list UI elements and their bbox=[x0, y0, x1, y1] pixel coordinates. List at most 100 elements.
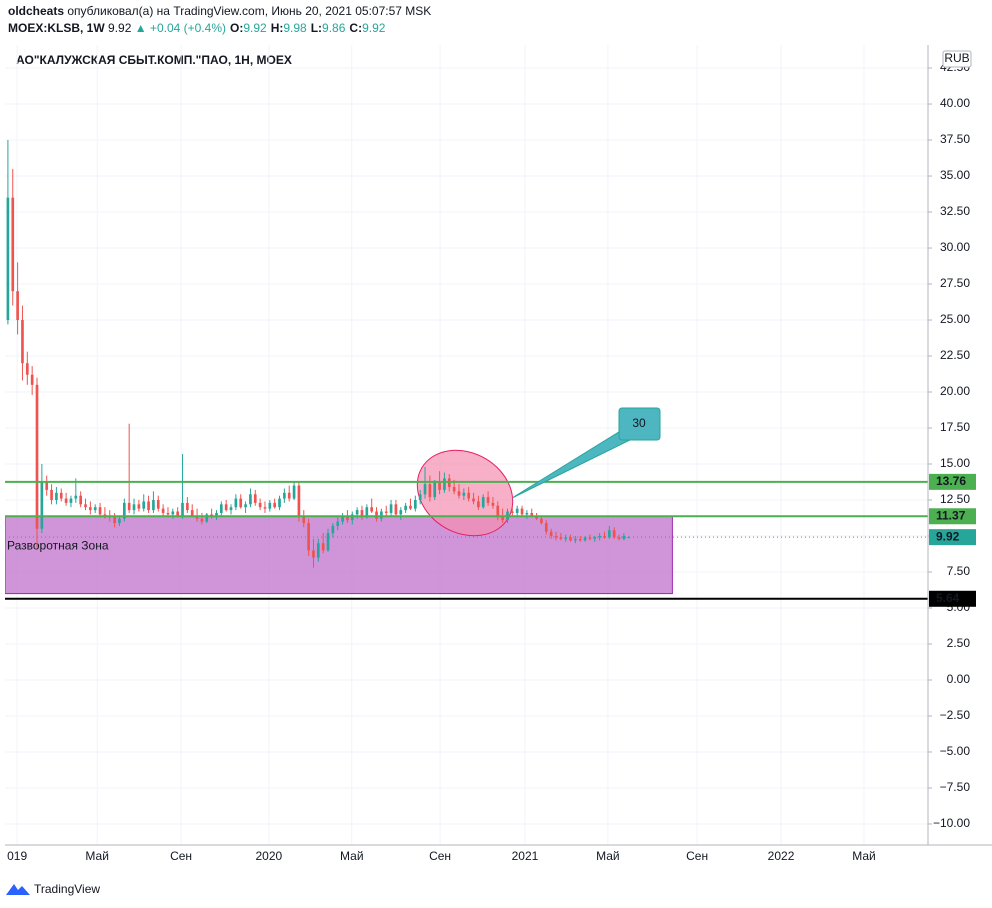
ohlc-value: 9.98 bbox=[283, 21, 307, 35]
published: опубликовал(а) на TradingView.com, Июнь … bbox=[67, 4, 431, 18]
candle-body bbox=[45, 481, 49, 490]
currency: RUB bbox=[944, 51, 969, 65]
candle-body bbox=[365, 507, 369, 518]
candle-body bbox=[142, 501, 146, 509]
candle-body bbox=[127, 502, 131, 511]
candle-body bbox=[89, 507, 92, 511]
candle-body bbox=[229, 507, 233, 511]
candle-body bbox=[186, 502, 189, 511]
candle-body bbox=[428, 484, 432, 498]
x-tick-label: 2020 bbox=[256, 849, 283, 863]
candle-body bbox=[540, 518, 543, 524]
candle-body bbox=[515, 508, 519, 513]
header-line: oldcheats опубликовал(а) на TradingView.… bbox=[8, 4, 431, 18]
candle-body bbox=[578, 538, 582, 541]
candle-body bbox=[64, 498, 68, 503]
candle-body bbox=[132, 504, 136, 511]
candle-body bbox=[283, 492, 286, 499]
candle-body bbox=[544, 523, 548, 532]
candle-body bbox=[336, 521, 340, 526]
ohlc-key: O: bbox=[230, 21, 243, 35]
chart-title: АО"КАЛУЖСКАЯ СБЫТ.КОМП."ПАО, 1Н, MOEX bbox=[16, 53, 292, 67]
candle-body bbox=[569, 537, 572, 541]
price-badge-label: 9.92 bbox=[936, 529, 960, 543]
candle-body bbox=[161, 508, 165, 513]
candle-body bbox=[564, 537, 568, 539]
ohlc-value: 9.92 bbox=[243, 21, 267, 35]
y-tick-label: −2.50 bbox=[940, 708, 971, 722]
candle-body bbox=[258, 502, 262, 508]
candle-body bbox=[30, 374, 34, 385]
price-badge bbox=[929, 473, 976, 490]
candle-body bbox=[103, 514, 107, 516]
candle-body bbox=[234, 498, 238, 508]
candle-body bbox=[491, 502, 495, 506]
x-tick-label: 2022 bbox=[768, 849, 795, 863]
candle-body bbox=[55, 492, 58, 501]
candle-body bbox=[84, 504, 87, 508]
candle-body bbox=[438, 482, 441, 490]
candle-body bbox=[21, 320, 24, 364]
candle-body bbox=[278, 498, 281, 508]
candle-body bbox=[574, 538, 577, 541]
currency-badge bbox=[942, 50, 972, 68]
candle-body bbox=[263, 507, 267, 509]
plot: Разворотная Зона bbox=[5, 45, 928, 845]
y-tick-label: 17.50 bbox=[940, 420, 970, 434]
candle-body bbox=[297, 485, 301, 516]
y-tick-label: 27.50 bbox=[940, 276, 970, 290]
price-badge bbox=[929, 590, 976, 607]
symbol: MOEX:KLSB, 1W bbox=[8, 21, 105, 35]
candle-body bbox=[302, 515, 306, 524]
candle-body bbox=[156, 500, 160, 509]
callout-text: 30 bbox=[632, 416, 646, 430]
zone-label: Разворотная Зона bbox=[7, 538, 109, 552]
candle-body bbox=[79, 495, 82, 505]
candle-body bbox=[462, 492, 466, 496]
candle-body bbox=[375, 511, 378, 519]
candle-body bbox=[200, 518, 204, 522]
candle-body bbox=[16, 291, 19, 321]
candle-body bbox=[496, 505, 500, 516]
ohlc-value: 9.92 bbox=[362, 21, 386, 35]
candle-body bbox=[535, 515, 538, 519]
candle-body bbox=[122, 502, 126, 519]
candle-body bbox=[69, 498, 73, 503]
candle-body bbox=[292, 485, 296, 499]
candle-body bbox=[399, 510, 403, 515]
x-tick-label: 2021 bbox=[512, 849, 539, 863]
x-tick-label: Сен bbox=[170, 849, 192, 863]
candle-body bbox=[326, 533, 330, 551]
candle-body bbox=[530, 512, 534, 516]
candle-body bbox=[370, 507, 374, 512]
candle-body bbox=[249, 494, 252, 505]
candle-body bbox=[346, 515, 349, 521]
callout-box bbox=[618, 407, 661, 441]
candle-body bbox=[554, 536, 558, 538]
candle-body bbox=[603, 536, 606, 538]
candle-body bbox=[253, 494, 257, 503]
candle-body bbox=[617, 537, 621, 539]
y-tick-label: 2.50 bbox=[947, 636, 971, 650]
candle-body bbox=[404, 505, 407, 511]
candle-body bbox=[59, 492, 63, 499]
price-badge-label: 5.64 bbox=[936, 591, 960, 605]
x-tick-label: Май bbox=[852, 849, 876, 863]
zone bbox=[5, 515, 673, 595]
candle-body bbox=[6, 197, 10, 321]
candle-body bbox=[268, 502, 272, 509]
candle-body bbox=[11, 197, 15, 292]
candle-body bbox=[409, 505, 412, 509]
y-tick-label: 32.50 bbox=[940, 204, 970, 218]
candle-body bbox=[307, 523, 310, 551]
price-badge-label: 13.76 bbox=[936, 474, 966, 488]
candle-body bbox=[559, 537, 563, 539]
candle-body bbox=[341, 515, 344, 522]
candle-body bbox=[423, 484, 427, 495]
candle-body bbox=[118, 518, 121, 524]
candle-body bbox=[195, 515, 199, 519]
y-tick-label: −5.00 bbox=[940, 744, 971, 758]
user[interactable]: oldcheats bbox=[8, 4, 64, 18]
candle-body bbox=[355, 510, 359, 515]
candle-body bbox=[452, 487, 456, 492]
